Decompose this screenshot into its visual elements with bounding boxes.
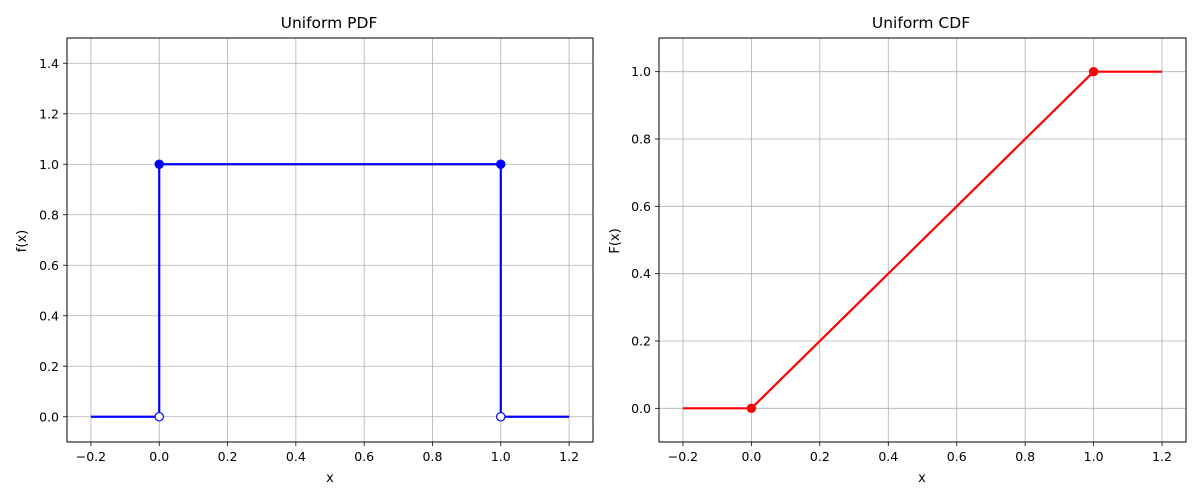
pdf-y-tick-label: 1.2 xyxy=(39,106,59,121)
pdf-x-tick-label: 0.0 xyxy=(149,449,169,464)
pdf-y-tick-label: 0.8 xyxy=(39,207,59,222)
cdf-y-tick-label: 0.8 xyxy=(631,132,651,147)
cdf-x-tick-label: 0.2 xyxy=(810,449,830,464)
cdf-x-tick-label: 1.0 xyxy=(1084,449,1104,464)
cdf-filled-point xyxy=(1088,66,1099,77)
pdf-filled-point xyxy=(154,159,164,169)
pdf-x-tick-label: −0.2 xyxy=(76,449,106,464)
pdf-plot-area xyxy=(90,159,570,422)
cdf-x-tick-label: 0.6 xyxy=(947,449,967,464)
pdf-x-tick-label: 1.2 xyxy=(559,449,579,464)
cdf-x-tick-label: 1.2 xyxy=(1152,449,1172,464)
pdf-x-tick-label: 0.6 xyxy=(354,449,374,464)
pdf-y-tick-label: 0.4 xyxy=(39,308,59,323)
pdf-y-tick-label: 1.4 xyxy=(39,56,59,71)
cdf-filled-point xyxy=(746,403,757,414)
cdf-chart: Uniform CDF −0.2 0.0 0.2 0.4 0.6 0.8 1.0 1.2 0.… xyxy=(608,14,1187,486)
cdf-axes-frame xyxy=(658,37,1187,443)
pdf-y-axis-label: f(x) xyxy=(15,230,30,252)
pdf-x-axis-label: x xyxy=(326,471,334,486)
cdf-x-tick-label: 0.0 xyxy=(741,449,761,464)
pdf-x-tick-label: 1.0 xyxy=(491,449,511,464)
cdf-plot-area xyxy=(682,66,1163,414)
pdf-chart-title: Uniform PDF xyxy=(281,14,378,32)
cdf-line-segment xyxy=(750,70,1095,410)
pdf-axes-frame xyxy=(66,37,594,443)
pdf-y-tick-label: 0.2 xyxy=(39,359,59,374)
cdf-y-tick-label: 1.0 xyxy=(631,64,651,79)
cdf-y-ticks: 0.0 0.2 0.4 0.6 0.8 1.0 xyxy=(631,64,659,416)
cdf-x-tick-label: −0.2 xyxy=(668,449,698,464)
pdf-x-tick-label: 0.4 xyxy=(286,449,306,464)
cdf-y-axis-label: F(x) xyxy=(608,228,623,253)
pdf-open-point xyxy=(154,411,165,422)
cdf-y-tick-label: 0.6 xyxy=(631,199,651,214)
pdf-filled-point xyxy=(496,159,506,169)
cdf-x-ticks: −0.2 0.0 0.2 0.4 0.6 0.8 1.0 1.2 xyxy=(668,442,1172,464)
cdf-x-tick-label: 0.8 xyxy=(1015,449,1035,464)
pdf-open-point xyxy=(495,411,506,422)
pdf-x-ticks: −0.2 0.0 0.2 0.4 0.6 0.8 1.0 1.2 xyxy=(76,442,579,464)
cdf-y-tick-label: 0.2 xyxy=(631,334,651,349)
pdf-x-tick-label: 0.8 xyxy=(423,449,443,464)
cdf-x-tick-label: 0.4 xyxy=(878,449,898,464)
cdf-x-axis-label: x xyxy=(918,471,926,486)
cdf-y-tick-label: 0.0 xyxy=(631,401,651,416)
cdf-y-tick-label: 0.4 xyxy=(631,266,651,281)
pdf-x-tick-label: 0.2 xyxy=(218,449,238,464)
pdf-grid xyxy=(67,38,593,442)
pdf-chart: Uniform PDF −0.2 0.0 0.2 0.4 0.6 0.8 1.0 1.2 0.… xyxy=(15,14,594,486)
pdf-y-ticks: 0.0 0.2 0.4 0.6 0.8 1.0 1.2 1.4 xyxy=(39,56,67,424)
pdf-y-tick-label: 0.6 xyxy=(39,258,59,273)
pdf-y-tick-label: 1.0 xyxy=(39,157,59,172)
pdf-y-tick-label: 0.0 xyxy=(39,409,59,424)
cdf-chart-title: Uniform CDF xyxy=(872,14,970,32)
